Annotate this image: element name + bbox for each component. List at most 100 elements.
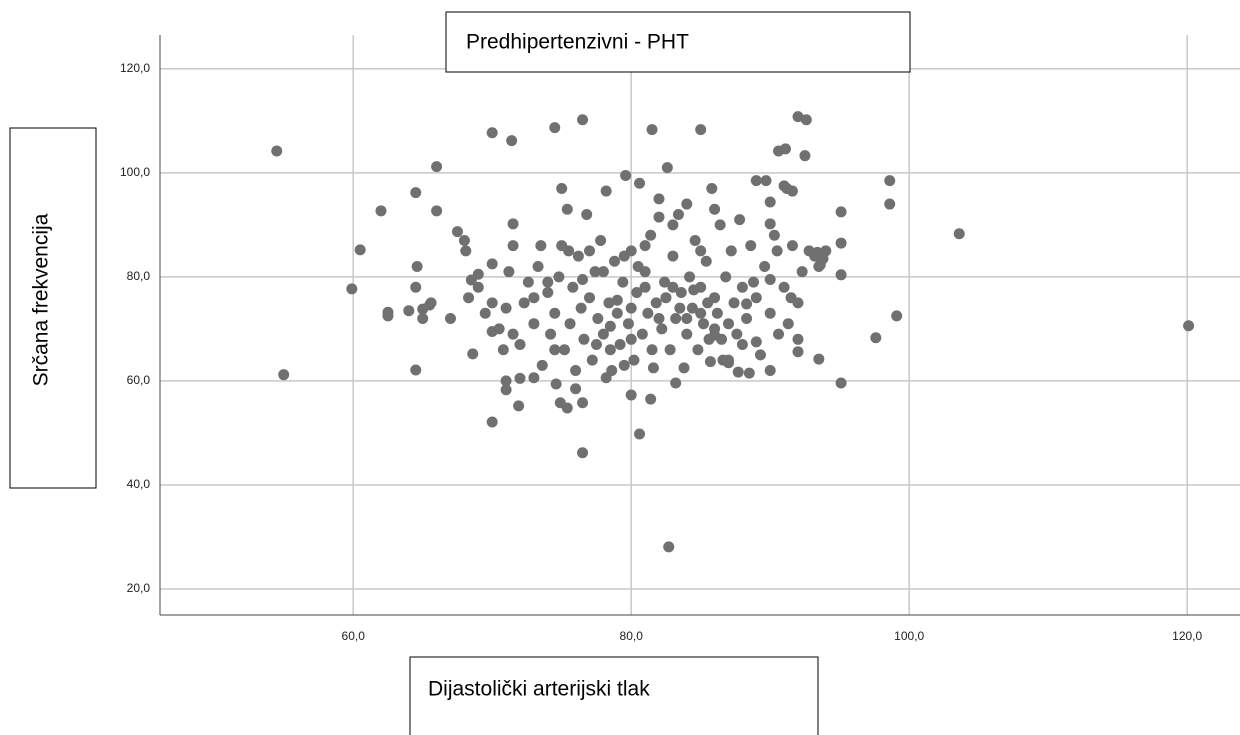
x-tick-label: 60,0: [342, 629, 366, 643]
point: [660, 292, 672, 304]
point: [647, 362, 659, 374]
point: [764, 273, 776, 285]
point: [618, 250, 630, 262]
point: [625, 333, 637, 345]
point: [779, 143, 791, 155]
point: [486, 326, 498, 338]
point: [634, 428, 646, 440]
point: [528, 372, 540, 384]
point: [410, 187, 422, 199]
point: [809, 250, 821, 262]
point: [736, 281, 748, 293]
point: [595, 234, 607, 246]
point: [500, 302, 512, 314]
point: [403, 305, 415, 317]
point: [583, 245, 595, 257]
point: [528, 292, 540, 304]
point: [431, 161, 443, 173]
point: [577, 447, 589, 459]
point: [764, 218, 776, 230]
point: [792, 346, 804, 358]
point: [542, 286, 554, 298]
point: [606, 365, 618, 377]
point: [458, 234, 470, 246]
point: [558, 344, 570, 356]
point: [567, 281, 579, 293]
point: [781, 182, 793, 194]
point: [535, 240, 547, 252]
point: [768, 229, 780, 241]
point: [732, 366, 744, 378]
point: [604, 320, 616, 332]
point: [472, 281, 484, 293]
point: [736, 339, 748, 351]
point: [764, 307, 776, 319]
point: [497, 344, 509, 356]
point: [953, 228, 965, 240]
y-label-box: [9, 127, 97, 489]
point: [670, 377, 682, 389]
point: [486, 258, 498, 270]
point: [518, 297, 530, 309]
point: [870, 332, 882, 344]
point: [570, 365, 582, 377]
point: [507, 218, 519, 230]
point: [549, 307, 561, 319]
point: [750, 292, 762, 304]
point: [1183, 320, 1195, 332]
y-tick-label: 120,0: [120, 61, 150, 75]
point: [835, 206, 847, 218]
y-tick-label: 40,0: [127, 477, 151, 491]
point: [354, 244, 366, 256]
point: [686, 302, 698, 314]
point: [577, 273, 589, 285]
point: [634, 177, 646, 189]
point: [622, 318, 634, 330]
point: [375, 205, 387, 217]
point: [592, 312, 604, 324]
point: [759, 260, 771, 272]
point: [835, 269, 847, 281]
point: [835, 377, 847, 389]
point: [609, 255, 621, 267]
point: [664, 344, 676, 356]
y-tick-label: 60,0: [127, 373, 151, 387]
point: [411, 260, 423, 272]
point: [760, 175, 772, 187]
point: [645, 229, 657, 241]
point: [689, 234, 701, 246]
point: [503, 266, 515, 278]
point: [636, 328, 648, 340]
point: [506, 135, 518, 147]
point: [695, 307, 707, 319]
point: [702, 297, 714, 309]
point: [813, 353, 825, 365]
point: [346, 283, 358, 295]
point: [674, 302, 686, 314]
point: [716, 333, 728, 345]
y-tick-label: 100,0: [120, 165, 150, 179]
point: [884, 175, 896, 187]
point: [667, 250, 679, 262]
point: [590, 339, 602, 351]
point: [771, 245, 783, 257]
point: [650, 297, 662, 309]
point: [550, 378, 562, 390]
point: [625, 389, 637, 401]
point: [786, 240, 798, 252]
point: [575, 302, 587, 314]
point: [782, 318, 794, 330]
point: [697, 318, 709, 330]
point: [578, 333, 590, 345]
point: [479, 307, 491, 319]
point: [688, 284, 700, 296]
point: [799, 150, 811, 162]
point: [748, 276, 760, 288]
point: [417, 312, 429, 324]
point: [410, 364, 422, 376]
point: [745, 240, 757, 252]
point: [486, 127, 498, 139]
point: [542, 276, 554, 288]
point: [583, 292, 595, 304]
